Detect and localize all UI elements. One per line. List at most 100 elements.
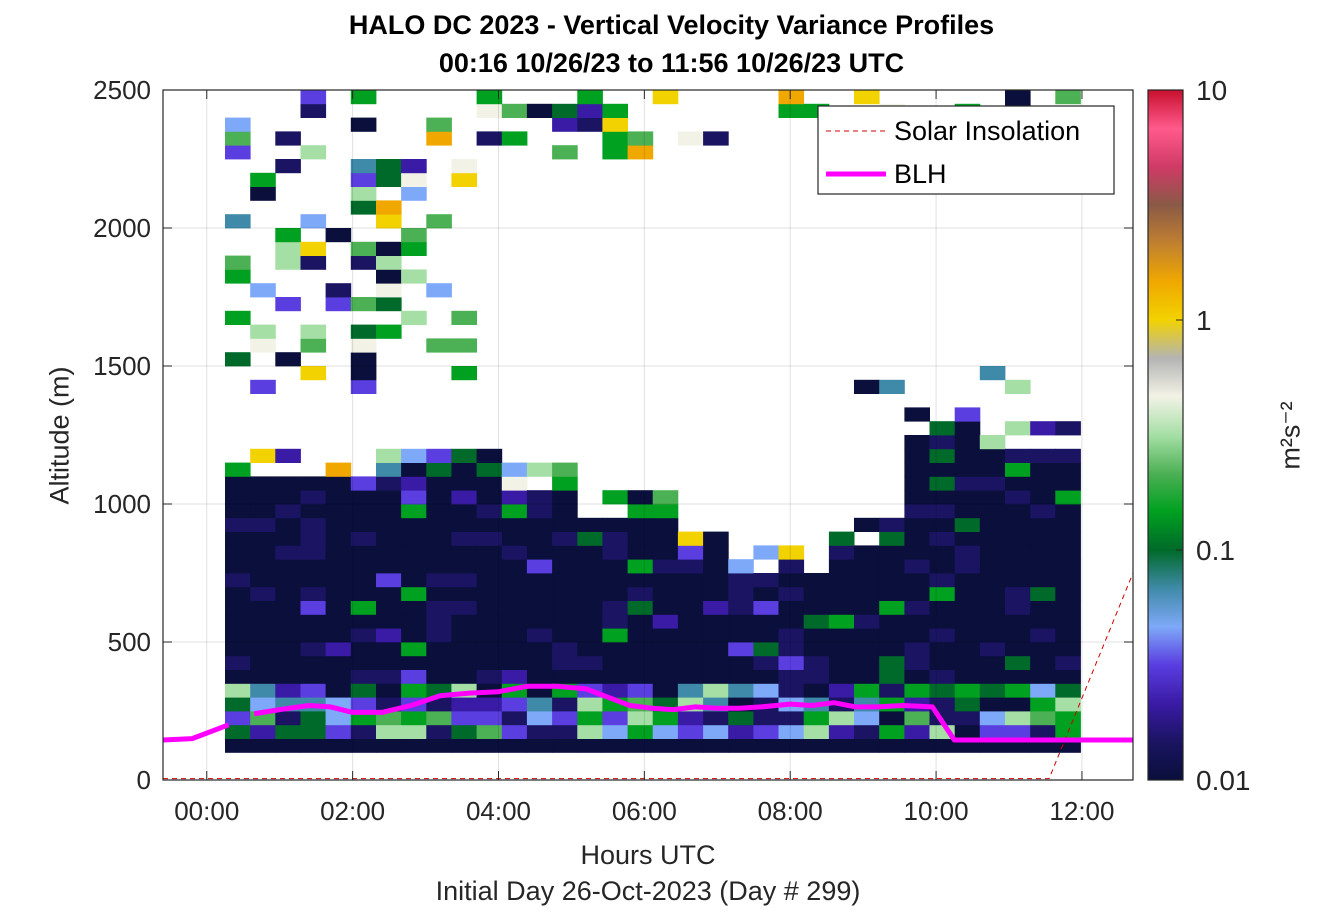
heatmap-cell — [376, 159, 402, 174]
heatmap-cell — [904, 559, 930, 574]
heatmap-cell — [552, 462, 578, 477]
heatmap-cell — [577, 117, 603, 132]
legend: Solar Insolation BLH — [817, 105, 1115, 195]
heatmap-cell — [350, 504, 377, 519]
heatmap-cell — [652, 711, 679, 726]
heatmap-cell — [250, 559, 276, 574]
heatmap-cell — [677, 559, 704, 574]
heatmap-cell — [300, 628, 327, 643]
heatmap-cell — [904, 462, 930, 477]
heatmap-cell — [703, 642, 729, 657]
heatmap-cell — [753, 614, 779, 629]
heatmap-cell — [350, 531, 377, 546]
colorbar-label: m²s⁻² — [1275, 401, 1306, 470]
heatmap-cell — [854, 711, 880, 726]
heatmap-cell — [250, 476, 276, 491]
heatmap-cell — [577, 600, 603, 615]
heatmap-cell — [803, 600, 830, 615]
heatmap-cell — [376, 504, 402, 519]
heatmap-cell — [602, 531, 628, 546]
heatmap-cell — [929, 573, 956, 588]
heatmap-cell — [728, 559, 754, 574]
heatmap-cell — [476, 103, 503, 118]
heatmap-cell — [275, 573, 301, 588]
heatmap-cell — [854, 90, 880, 105]
heatmap-cell — [275, 297, 301, 312]
heatmap-cell — [300, 586, 327, 601]
heatmap-cell — [225, 683, 251, 698]
heatmap-cell — [275, 724, 301, 739]
heatmap-cell — [577, 642, 603, 657]
heatmap-cell — [401, 642, 427, 657]
heatmap-cell — [300, 324, 327, 339]
heatmap-cell — [778, 642, 805, 657]
heatmap-cell — [426, 504, 452, 519]
heatmap-cell — [250, 642, 276, 657]
heatmap-cell — [652, 490, 679, 505]
heatmap-cell — [300, 711, 327, 726]
heatmap-cell — [728, 642, 754, 657]
heatmap-cell — [979, 448, 1006, 463]
heatmap-cell — [627, 724, 654, 739]
heatmap-cell — [677, 614, 704, 629]
heatmap-cell — [803, 642, 830, 657]
heatmap-cell — [275, 600, 301, 615]
heatmap-cell — [451, 573, 477, 588]
heatmap-cell — [879, 586, 905, 601]
heatmap-cell — [879, 669, 905, 684]
heatmap-cell — [300, 255, 327, 270]
heatmap-cell — [275, 545, 301, 560]
heatmap-cell — [1055, 517, 1081, 532]
heatmap-cell — [828, 724, 855, 739]
heatmap-cell — [677, 642, 704, 657]
heatmap-cell — [627, 504, 654, 519]
heatmap-cell — [1055, 531, 1081, 546]
heatmap-cell — [376, 614, 402, 629]
heatmap-cell — [552, 476, 578, 491]
heatmap-cell — [854, 573, 880, 588]
heatmap-cell — [501, 504, 528, 519]
heatmap-cell — [652, 655, 679, 670]
heatmap-cell — [1055, 559, 1081, 574]
heatmap-cell — [501, 724, 528, 739]
heatmap-cell — [325, 724, 352, 739]
heatmap-cell — [1030, 642, 1056, 657]
heatmap-cell — [552, 490, 578, 505]
heatmap-cell — [854, 517, 880, 532]
heatmap-cell — [1030, 462, 1056, 477]
heatmap-cell — [426, 669, 452, 684]
heatmap-cell — [476, 448, 503, 463]
heatmap-cell — [426, 628, 452, 643]
heatmap-cell — [879, 531, 905, 546]
heatmap-cell — [401, 559, 427, 574]
heatmap-cell — [376, 324, 402, 339]
heatmap-cell — [778, 683, 805, 698]
heatmap-cell — [1055, 90, 1081, 105]
heatmap-cell — [225, 131, 251, 146]
heatmap-cell — [476, 669, 503, 684]
heatmap-cell — [225, 724, 251, 739]
heatmap-cell — [501, 586, 528, 601]
heatmap-cell — [376, 476, 402, 491]
heatmap-cell — [627, 614, 654, 629]
heatmap-cell — [828, 683, 855, 698]
heatmap-cell — [350, 614, 377, 629]
heatmap-cell — [703, 545, 729, 560]
x-tick-label: 02:00 — [320, 796, 385, 826]
heatmap-cell — [300, 545, 327, 560]
heatmap-cell — [401, 545, 427, 560]
chart-subtitle: 00:16 10/26/23 to 11:56 10/26/23 UTC — [438, 48, 905, 78]
heatmap-cell — [501, 614, 528, 629]
blh-line — [162, 683, 1133, 743]
heatmap-cell — [250, 586, 276, 601]
heatmap-cell — [753, 586, 779, 601]
heatmap-cell — [376, 200, 402, 215]
heatmap-cell — [778, 738, 805, 753]
heatmap-cell — [753, 724, 779, 739]
heatmap-cell — [979, 462, 1006, 477]
heatmap-cell — [451, 669, 477, 684]
heatmap-cell — [376, 655, 402, 670]
heatmap-cell — [879, 545, 905, 560]
heatmap-cell — [350, 517, 377, 532]
heatmap-cell — [954, 462, 981, 477]
